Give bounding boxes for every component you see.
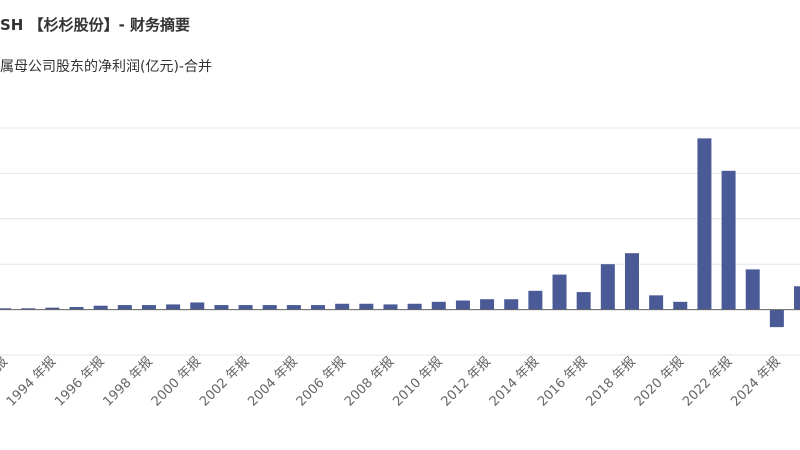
grid-lines <box>0 127 800 356</box>
chart-subtitle: 属母公司股东的净利润(亿元)-合并 <box>0 59 212 75</box>
bar[interactable] <box>649 295 664 310</box>
bar[interactable] <box>673 301 688 310</box>
x-tick-label: 2024 年报 <box>728 354 783 409</box>
bar[interactable] <box>794 286 800 310</box>
x-tick-label: 2022 年报 <box>680 354 735 409</box>
bar[interactable] <box>286 305 301 310</box>
bar[interactable] <box>431 301 446 310</box>
bar[interactable] <box>141 305 156 310</box>
x-tick-label: 2002 年报 <box>197 354 252 409</box>
bar[interactable] <box>407 303 422 310</box>
bar[interactable] <box>69 307 84 310</box>
x-tick-label: 1998 年报 <box>100 354 155 409</box>
x-tick-label: 2010 年报 <box>390 354 445 409</box>
x-tick-label: 2006 年报 <box>294 354 349 409</box>
bar[interactable] <box>504 299 519 310</box>
bar[interactable] <box>166 304 181 310</box>
bar[interactable] <box>455 300 470 310</box>
bar[interactable] <box>262 305 277 310</box>
bar[interactable] <box>335 303 350 310</box>
bar[interactable] <box>21 308 36 310</box>
bar[interactable] <box>0 308 12 310</box>
bar[interactable] <box>624 253 639 310</box>
bar[interactable] <box>238 305 253 310</box>
bar[interactable] <box>721 170 736 310</box>
bar[interactable] <box>745 269 760 310</box>
bar[interactable] <box>769 309 784 328</box>
bar[interactable] <box>214 305 229 310</box>
x-tick-label: 2020 年报 <box>632 354 687 409</box>
bar[interactable] <box>93 305 108 310</box>
bar[interactable] <box>117 305 132 310</box>
bar[interactable] <box>311 305 326 310</box>
bar[interactable] <box>600 264 615 310</box>
x-tick-label: 2012 年报 <box>439 354 494 409</box>
bar[interactable] <box>190 302 205 310</box>
bar[interactable] <box>552 274 567 310</box>
bar[interactable] <box>528 290 543 310</box>
bar[interactable] <box>383 304 398 310</box>
x-tick-label: 2014 年报 <box>487 354 542 409</box>
x-tick-label: 2018 年报 <box>583 354 638 409</box>
bar[interactable] <box>576 292 591 310</box>
x-tick-label: 2000 年报 <box>149 354 204 409</box>
bar[interactable] <box>480 299 495 310</box>
x-tick-label: 2004 年报 <box>245 354 300 409</box>
bar[interactable] <box>359 303 374 310</box>
x-tick-label: 2008 年报 <box>342 354 397 409</box>
bars <box>0 138 800 328</box>
x-tick-label: 1996 年报 <box>52 354 107 409</box>
bar[interactable] <box>45 307 60 310</box>
x-tick-label: 1994 年报 <box>4 354 59 409</box>
x-tick-label: 2016 年报 <box>535 354 590 409</box>
chart-title: SH 【杉杉股份】- 财务摘要 <box>0 16 191 34</box>
bar[interactable] <box>697 138 712 310</box>
